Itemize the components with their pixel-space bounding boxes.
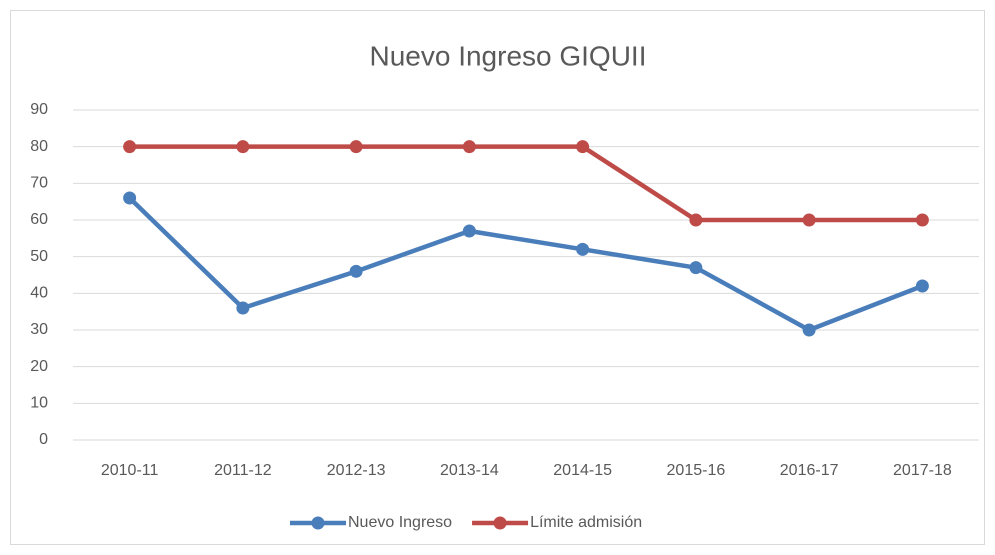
data-point [689,213,703,227]
data-point [689,261,703,275]
x-tick-label: 2014-15 [553,462,612,479]
x-tick-label: 2011-12 [214,462,272,479]
x-tick-label: 2017-18 [893,462,952,479]
y-tick-label: 10 [30,395,48,412]
x-tick-label: 2016-17 [780,462,839,479]
data-point [802,213,816,227]
data-point [123,191,137,205]
legend-label: Límite admisión [530,514,642,531]
data-point [123,140,137,154]
y-tick-label: 50 [30,248,48,265]
y-tick-label: 80 [30,138,48,155]
x-tick-label: 2015-16 [667,462,726,479]
y-tick-label: 0 [39,431,48,448]
data-point [462,140,476,154]
data-point [802,323,816,337]
y-tick-label: 20 [30,358,48,375]
y-tick-label: 70 [30,175,48,192]
data-point [349,140,363,154]
data-point [576,242,590,256]
data-point [915,213,929,227]
x-tick-label: 2010-11 [101,462,159,479]
series-line [128,196,924,333]
legend-label: Nuevo Ingreso [348,514,452,531]
data-point [915,279,929,293]
legend-marker [493,516,507,530]
data-point [236,140,250,154]
data-point [236,301,250,315]
data-point [462,224,476,238]
x-tick-label: 2012-13 [327,462,386,479]
y-tick-label: 40 [30,285,48,302]
chart-title: Nuevo Ingreso GIQUII [369,40,646,71]
data-point [349,264,363,278]
series-line [129,144,923,223]
data-point [576,140,590,154]
y-tick-label: 30 [30,321,48,338]
chart-border [10,10,985,545]
y-tick-label: 60 [30,211,48,228]
legend-marker [311,516,325,530]
y-tick-label: 90 [30,101,48,118]
x-tick-label: 2013-14 [440,462,499,479]
